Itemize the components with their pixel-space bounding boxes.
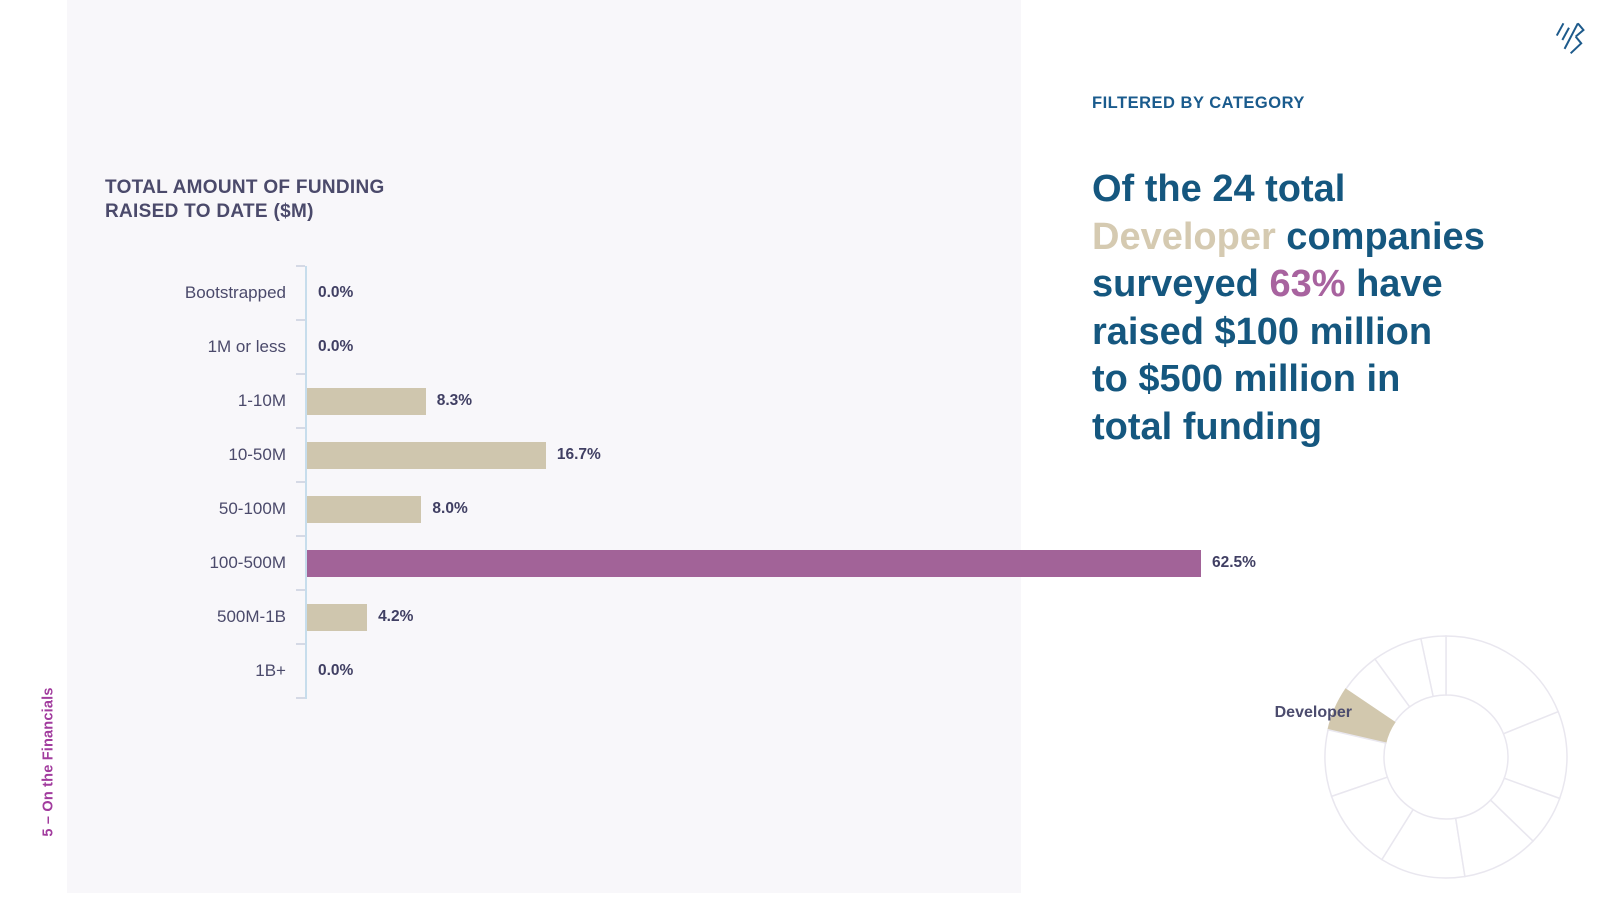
donut-slice[interactable] xyxy=(1502,710,1568,800)
bar-category-label: 1-10M xyxy=(237,391,286,410)
bar-chart-title-line2: RAISED TO DATE ($M) xyxy=(105,201,314,222)
bar[interactable] xyxy=(307,603,368,631)
bar-category-label: 1B+ xyxy=(255,661,286,680)
axis-tick xyxy=(296,265,305,267)
donut-slice-label: Developer xyxy=(1274,704,1352,721)
section-tab[interactable]: 5 – On the Financials xyxy=(20,680,78,844)
axis-tick xyxy=(296,589,305,591)
axis-tick xyxy=(296,697,305,699)
section-tab-label: 5 – On the Financials xyxy=(41,687,57,837)
axis-tick xyxy=(296,481,305,483)
headline: Of the 24 total Developer companies surv… xyxy=(1092,166,1572,451)
headline-segment: Of the 24 total xyxy=(1092,168,1346,210)
bar-category-label: Bootstrapped xyxy=(184,283,286,302)
bar-chart-title-line1: TOTAL AMOUNT OF FUNDING xyxy=(105,177,385,198)
headline-segment: Developer xyxy=(1092,215,1276,258)
bar-value-label: 8.0% xyxy=(432,500,468,517)
bar-chart-title: TOTAL AMOUNT OF FUNDING RAISED TO DATE (… xyxy=(105,176,385,224)
bar[interactable] xyxy=(307,441,546,469)
category-donut-chart xyxy=(1324,635,1568,879)
axis-tick xyxy=(296,373,305,375)
bar-chart-axis xyxy=(305,266,307,699)
bar-value-label: 0.0% xyxy=(318,338,354,355)
filter-eyebrow-label: FILTERED BY CATEGORY xyxy=(1092,94,1305,112)
slashes-logo-icon xyxy=(1555,22,1585,55)
bar-category-label: 1M or less xyxy=(207,337,286,356)
bar[interactable] xyxy=(307,495,422,523)
bar[interactable] xyxy=(307,387,426,415)
bar-category-label: 50-100M xyxy=(218,499,286,518)
bar-value-label: 0.0% xyxy=(318,284,354,301)
axis-tick xyxy=(296,535,305,537)
axis-tick xyxy=(296,643,305,645)
bar-value-label: 8.3% xyxy=(436,392,473,409)
headline-segment: 63% xyxy=(1269,263,1346,305)
bar-value-label: 0.0% xyxy=(318,662,354,679)
bar-category-label: 100-500M xyxy=(209,553,286,572)
bar-category-label: 500M-1B xyxy=(217,607,286,626)
headline-segment: have raised $100 million to $500 million… xyxy=(1092,263,1443,448)
bar-category-label: 10-50M xyxy=(228,445,286,464)
axis-tick xyxy=(296,427,305,429)
bar-highlighted[interactable] xyxy=(307,549,1201,577)
bar-value-label: 4.2% xyxy=(378,608,414,625)
axis-tick xyxy=(296,319,305,321)
bar-value-label: 62.5% xyxy=(1212,554,1256,571)
headline-segment: companies surveyed xyxy=(1092,215,1485,306)
bar-value-label: 16.7% xyxy=(556,446,601,463)
